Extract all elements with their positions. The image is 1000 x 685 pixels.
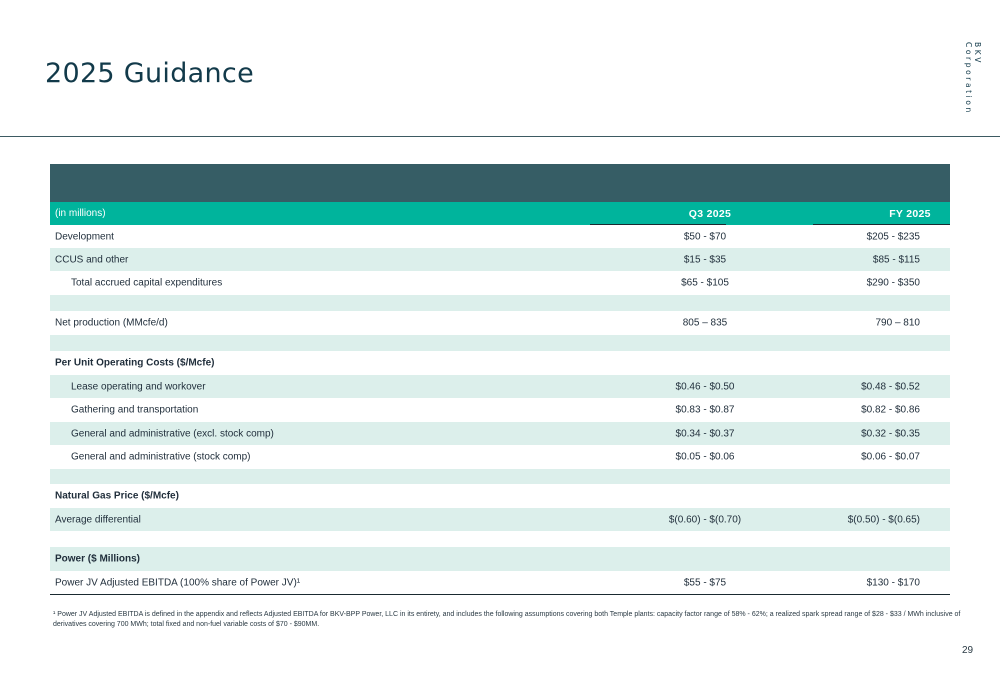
row-q3-value: $0.46 - $0.50 xyxy=(675,381,735,392)
row-label: Total accrued capital expenditures xyxy=(71,277,223,289)
table-bottom-border xyxy=(50,594,950,595)
row-q3-value: 805 – 835 xyxy=(682,317,728,329)
page-number: 29 xyxy=(962,645,974,656)
table-row: Net production (MMcfe/d) 805 – 835 790 –… xyxy=(50,311,950,335)
spacer-row xyxy=(50,531,950,547)
table-row: General and administrative (excl. stock … xyxy=(50,422,950,445)
row-label: Lease operating and workover xyxy=(71,381,206,392)
table-row: CCUS and other $15 - $35 $85 - $115 xyxy=(50,248,950,271)
spacer-row xyxy=(50,469,950,484)
footnote: ¹ Power JV Adjusted EBITDA is defined in… xyxy=(53,611,961,628)
header-divider xyxy=(0,136,1000,137)
row-q3-value: $0.34 - $0.37 xyxy=(675,428,735,439)
table-header-row: (in millions) Q3 2025 FY 2025 xyxy=(50,202,950,225)
table-row: Lease operating and workover $0.46 - $0.… xyxy=(50,375,950,398)
section-header-row: Natural Gas Price ($/Mcfe) xyxy=(50,484,950,508)
table-row: Gathering and transportation $0.83 - $0.… xyxy=(50,398,950,422)
row-fy-value: $0.32 - $0.35 xyxy=(861,428,920,439)
section-label: Natural Gas Price ($/Mcfe) xyxy=(55,490,179,502)
row-fy-value: $205 - $235 xyxy=(866,231,920,242)
row-fy-value: $(0.50) - $(0.65) xyxy=(847,514,920,525)
row-fy-value: $0.82 - $0.86 xyxy=(861,404,920,416)
section-header-row: Per Unit Operating Costs ($/Mcfe) xyxy=(50,351,950,375)
row-label: Gathering and transportation xyxy=(71,404,199,416)
row-label: Net production (MMcfe/d) xyxy=(55,317,168,329)
row-label: Development xyxy=(55,231,114,242)
row-fy-value: $130 - $170 xyxy=(866,577,920,588)
section-label: Power ($ Millions) xyxy=(55,553,141,565)
row-fy-value: $0.48 - $0.52 xyxy=(861,381,920,392)
row-fy-value: 790 – 810 xyxy=(875,317,921,329)
row-label: Average differential xyxy=(55,514,141,525)
table-row: Average differential $(0.60) - $(0.70) $… xyxy=(50,508,950,531)
spacer-row xyxy=(50,295,950,311)
section-header-row: Power ($ Millions) xyxy=(50,547,950,571)
row-q3-value: $15 - $35 xyxy=(683,254,727,265)
row-q3-value: $0.05 - $0.06 xyxy=(675,451,735,463)
row-fy-value: $85 - $115 xyxy=(872,254,920,265)
table-banner xyxy=(50,164,950,202)
column-underline-q3 xyxy=(590,224,726,225)
section-label: Per Unit Operating Costs ($/Mcfe) xyxy=(55,357,215,369)
row-q3-value: $50 - $70 xyxy=(683,231,727,242)
row-label: General and administrative (stock comp) xyxy=(71,451,251,463)
column-underline-fy xyxy=(813,224,950,225)
spacer-row xyxy=(50,335,950,351)
row-q3-value: $65 - $105 xyxy=(681,277,729,289)
row-q3-value: $(0.60) - $(0.70) xyxy=(668,514,742,525)
column-header-q3: Q3 2025 xyxy=(688,208,732,220)
row-q3-value: $0.83 - $0.87 xyxy=(675,404,735,416)
row-q3-value: $55 - $75 xyxy=(683,577,727,588)
row-label: General and administrative (excl. stock … xyxy=(71,428,274,439)
row-fy-value: $290 - $350 xyxy=(866,277,920,289)
brand-label: BKV Corporation xyxy=(964,42,982,115)
column-header-label: (in millions) xyxy=(55,208,106,219)
column-header-fy: FY 2025 xyxy=(889,208,931,220)
table-row: Development $50 - $70 $205 - $235 xyxy=(50,225,950,248)
table-row: Total accrued capital expenditures $65 -… xyxy=(50,271,950,295)
page-title: 2025 Guidance xyxy=(45,58,254,89)
table-row: Power JV Adjusted EBITDA (100% share of … xyxy=(50,571,950,594)
table-row: General and administrative (stock comp) … xyxy=(50,445,950,469)
row-label: Power JV Adjusted EBITDA (100% share of … xyxy=(55,577,301,588)
row-fy-value: $0.06 - $0.07 xyxy=(861,451,920,463)
row-label: CCUS and other xyxy=(55,254,129,265)
